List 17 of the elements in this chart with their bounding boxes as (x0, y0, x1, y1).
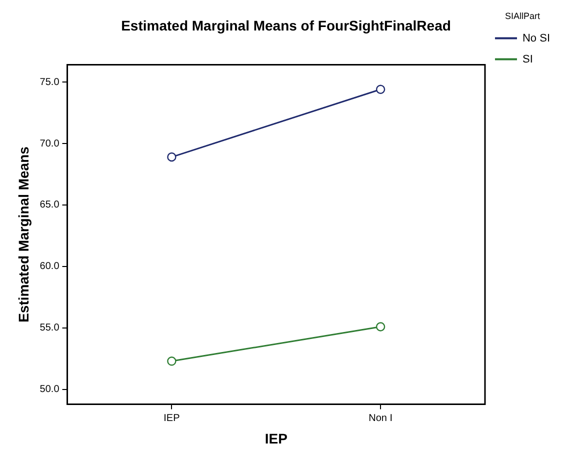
x-tick-label: Non I (368, 412, 393, 424)
y-tick-label: 65.0 (40, 200, 60, 211)
legend-title: SIAllPart (504, 10, 540, 21)
y-tick-label: 75.0 (40, 76, 60, 88)
y-axis-title: Estimated Marginal Means (15, 146, 32, 322)
chart-title: Estimated Marginal Means of FourSightFinalRead (121, 17, 451, 34)
point (376, 84, 386, 94)
point (376, 322, 386, 332)
point (167, 152, 176, 162)
legend-label: No SI (522, 32, 550, 44)
legend-label: SI (522, 53, 533, 66)
y-tick-label: 55.0 (40, 322, 60, 334)
point (167, 356, 176, 366)
y-tick-label: 60.0 (40, 261, 60, 272)
y-tick-label: 70.0 (40, 138, 60, 150)
x-axis-title: IEP (264, 430, 288, 446)
y-tick-label: 50.0 (40, 384, 60, 396)
